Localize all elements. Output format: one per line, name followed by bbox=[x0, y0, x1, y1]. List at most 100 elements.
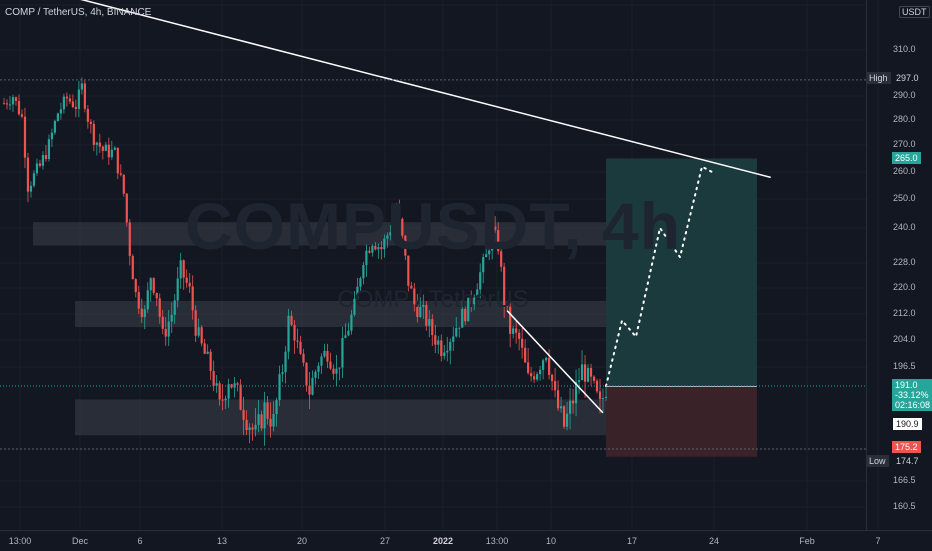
price-change-pct: -33.12% bbox=[895, 390, 929, 400]
candle-body bbox=[470, 297, 473, 305]
candle-body bbox=[155, 292, 158, 299]
candle-body bbox=[110, 149, 113, 158]
candle-body bbox=[8, 104, 12, 106]
candle-body bbox=[497, 230, 500, 252]
candle-body bbox=[559, 406, 563, 409]
price-axis[interactable] bbox=[866, 0, 932, 530]
y-tick-label: 220.0 bbox=[893, 282, 916, 292]
candle-body bbox=[320, 356, 323, 366]
candle-body bbox=[473, 297, 476, 305]
candle-body bbox=[125, 193, 128, 223]
y-tick-label: 228.0 bbox=[893, 257, 916, 267]
candle-body bbox=[194, 310, 197, 336]
candle-body bbox=[341, 337, 344, 368]
candle-body bbox=[278, 374, 281, 401]
candle-body bbox=[550, 374, 554, 382]
candle-body bbox=[80, 83, 83, 90]
candle-body bbox=[122, 174, 125, 194]
short-downtrend bbox=[506, 310, 604, 414]
candle-body bbox=[137, 292, 140, 309]
drawn-trendlines[interactable] bbox=[0, 0, 771, 414]
candle-body bbox=[428, 319, 431, 326]
candle-body bbox=[371, 245, 374, 253]
candle-body bbox=[269, 418, 272, 427]
candle-body bbox=[332, 368, 335, 374]
candle-body bbox=[71, 101, 74, 107]
candle-body bbox=[29, 185, 33, 192]
candle-body bbox=[374, 245, 377, 250]
candle-body bbox=[383, 238, 386, 250]
candle-body bbox=[116, 147, 119, 174]
y-tick-label: 260.0 bbox=[893, 166, 916, 176]
candle-body bbox=[356, 286, 359, 299]
candle-body bbox=[449, 341, 452, 351]
x-tick-label: 6 bbox=[137, 536, 143, 546]
candle-body bbox=[92, 123, 95, 145]
candle-body bbox=[245, 419, 248, 431]
candle-body bbox=[440, 340, 443, 357]
candle-body bbox=[62, 96, 66, 110]
candle-body bbox=[5, 103, 9, 105]
candle-body bbox=[583, 364, 587, 382]
candle-body bbox=[521, 338, 524, 348]
y-tick-label: 196.5 bbox=[893, 361, 916, 371]
candle-body bbox=[89, 121, 92, 124]
target-price-badge: 265.0 bbox=[892, 152, 921, 164]
candle-body bbox=[500, 251, 503, 267]
candle-body bbox=[422, 304, 425, 307]
candle-body bbox=[533, 376, 536, 380]
candle-body bbox=[281, 372, 284, 375]
candlestick-series bbox=[2, 77, 608, 446]
x-tick-label: 13 bbox=[216, 536, 228, 546]
descending-trendline bbox=[80, 0, 771, 179]
candle-body bbox=[209, 351, 212, 372]
candle-body bbox=[284, 351, 287, 373]
candle-body bbox=[215, 383, 218, 386]
candle-body bbox=[140, 308, 143, 318]
candle-body bbox=[335, 368, 338, 374]
candle-body bbox=[488, 250, 491, 255]
last-price-badge: 191.0 -33.12% 02:16:08 bbox=[892, 379, 932, 411]
long-position-tool[interactable] bbox=[606, 158, 757, 457]
time-axis[interactable] bbox=[0, 530, 932, 551]
candle-body bbox=[176, 278, 179, 301]
currency-unit-label[interactable]: USDT bbox=[899, 6, 930, 18]
candle-body bbox=[562, 406, 566, 427]
candle-body bbox=[308, 385, 311, 395]
candle-body bbox=[257, 414, 260, 425]
candle-body bbox=[539, 369, 542, 375]
candle-body bbox=[401, 218, 404, 236]
candle-body bbox=[95, 142, 98, 145]
candle-body bbox=[188, 282, 191, 287]
stop-zone bbox=[606, 386, 757, 457]
candle-body bbox=[128, 222, 131, 257]
candle-body bbox=[515, 328, 518, 333]
candle-body bbox=[524, 347, 527, 363]
candle-body bbox=[350, 314, 353, 331]
candle-body bbox=[305, 362, 308, 386]
projection-path bbox=[605, 165, 713, 387]
candle-body bbox=[242, 409, 245, 420]
candle-body bbox=[227, 384, 230, 399]
candle-body bbox=[395, 207, 398, 219]
candle-body bbox=[485, 254, 488, 258]
y-tick-label: 310.0 bbox=[893, 44, 916, 54]
price-chart[interactable] bbox=[0, 0, 932, 530]
projection-dots bbox=[605, 165, 713, 387]
candle-body bbox=[131, 256, 134, 280]
target-zone bbox=[606, 158, 757, 387]
candle-body bbox=[482, 257, 485, 273]
candle-body bbox=[416, 304, 419, 317]
symbol-watermark: COMPUSDT, 4h bbox=[184, 189, 682, 263]
candle-body bbox=[506, 305, 509, 307]
y-tick-label: 250.0 bbox=[893, 193, 916, 203]
candle-body bbox=[134, 279, 137, 293]
candle-body bbox=[224, 398, 227, 401]
candle-body bbox=[452, 336, 455, 342]
candle-body bbox=[544, 357, 548, 361]
candle-body bbox=[527, 362, 530, 374]
candle-body bbox=[353, 298, 356, 315]
candle-body bbox=[386, 235, 389, 239]
candle-body bbox=[11, 97, 15, 105]
candle-body bbox=[161, 316, 164, 329]
